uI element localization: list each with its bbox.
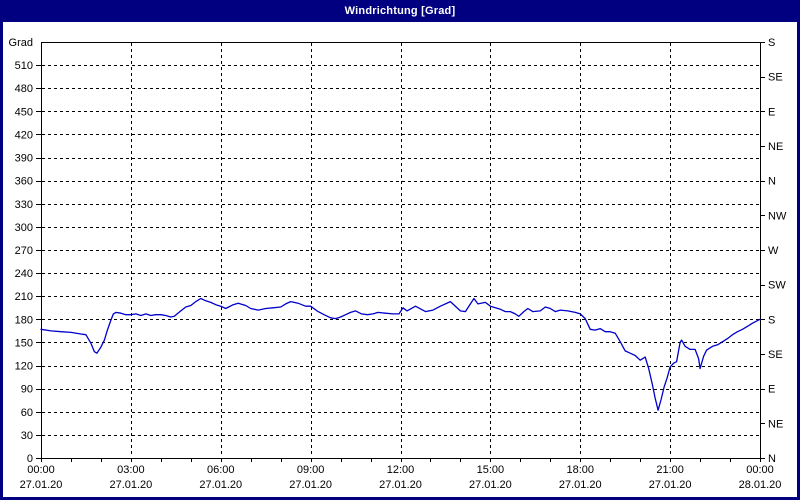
x-date-label: 27.01.20: [649, 479, 692, 491]
y-left-tick-label: 0: [27, 453, 33, 465]
y-left-tick-label: 390: [15, 153, 33, 165]
y-left-tick-label: 120: [15, 361, 33, 373]
y-left-tick-label: 360: [15, 176, 33, 188]
y-left-tick-label: 240: [15, 268, 33, 280]
x-time-label: 12:00: [387, 464, 415, 476]
window-title: Windrichtung [Grad]: [344, 5, 456, 17]
x-date-label: 27.01.20: [109, 479, 152, 491]
y-right-tick-label: NE: [768, 141, 783, 153]
x-time-label: 00:00: [746, 464, 774, 476]
y-left-tick-label: 150: [15, 337, 33, 349]
y-left-tick-label: 480: [15, 83, 33, 95]
y-right-tick-label: S: [768, 314, 775, 326]
x-time-label: 00:00: [27, 464, 55, 476]
x-time-label: 03:00: [117, 464, 145, 476]
x-time-label: 09:00: [297, 464, 325, 476]
x-time-label: 06:00: [207, 464, 235, 476]
y-right-tick-label: N: [768, 176, 776, 188]
title-bar[interactable]: Windrichtung [Grad]: [0, 0, 800, 22]
y-right-tick-label: NE: [768, 418, 783, 430]
y-right-tick-label: N: [768, 453, 776, 465]
x-date-label: 27.01.20: [379, 479, 422, 491]
x-time-label: 21:00: [656, 464, 684, 476]
wind-direction-series-line: [40, 297, 761, 411]
y-right-tick-label: S: [768, 37, 775, 49]
chart-panel: [3, 22, 797, 497]
y-left-tick-label: 60: [21, 407, 33, 419]
y-left-tick-label: 30: [21, 430, 33, 442]
x-date-label: 27.01.20: [559, 479, 602, 491]
y-left-tick-label: 270: [15, 245, 33, 257]
x-date-label: 28.01.20: [739, 479, 782, 491]
y-right-tick-label: SE: [768, 349, 783, 361]
y-axis-title: Grad: [9, 37, 33, 49]
y-right-tick-label: SE: [768, 72, 783, 84]
y-right-tick-label: SW: [768, 280, 786, 292]
x-date-label: 27.01.20: [289, 479, 332, 491]
y-left-tick-label: 330: [15, 199, 33, 211]
y-right-tick-label: W: [768, 245, 779, 257]
y-left-tick-label: 300: [15, 222, 33, 234]
x-time-label: 18:00: [566, 464, 594, 476]
y-right-tick-label: E: [768, 384, 775, 396]
y-left-tick-label: 210: [15, 291, 33, 303]
x-date-label: 27.01.20: [199, 479, 242, 491]
y-left-tick-label: 510: [15, 60, 33, 72]
x-time-label: 15:00: [477, 464, 505, 476]
x-date-label: 27.01.20: [469, 479, 512, 491]
x-date-label: 27.01.20: [20, 479, 63, 491]
y-left-tick-label: 420: [15, 129, 33, 141]
y-right-tick-label: E: [768, 106, 775, 118]
y-left-tick-label: 90: [21, 384, 33, 396]
y-left-tick-label: 180: [15, 314, 33, 326]
y-left-tick-label: 450: [15, 106, 33, 118]
y-right-tick-label: NW: [768, 210, 787, 222]
